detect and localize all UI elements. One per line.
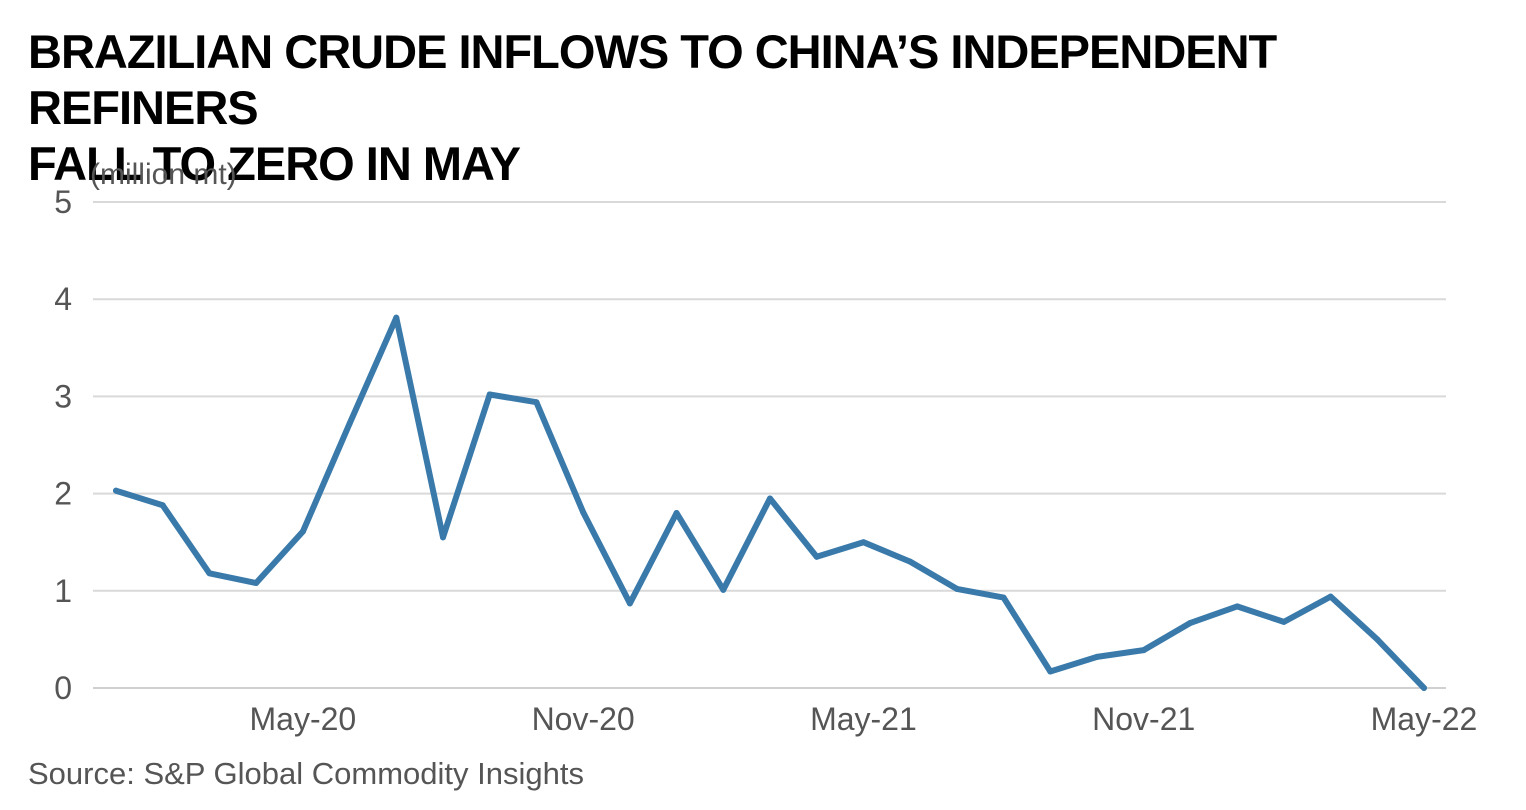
x-tick-label-may-20: May-20 bbox=[250, 701, 357, 737]
data-point-jun-21 bbox=[907, 558, 914, 565]
data-point-may-22 bbox=[1421, 685, 1427, 691]
y-tick-label-0: 0 bbox=[54, 670, 72, 706]
y-tick-label-5: 5 bbox=[54, 184, 72, 220]
y-tick-label-1: 1 bbox=[54, 573, 72, 609]
data-point-apr-20 bbox=[253, 580, 260, 587]
chart-title-line-2: FALL TO ZERO IN MAY bbox=[28, 137, 521, 190]
y-gridlines bbox=[93, 201, 1446, 689]
y-tick-label-3: 3 bbox=[54, 378, 72, 414]
data-point-sep-21 bbox=[1047, 668, 1054, 675]
data-point-mar-21 bbox=[767, 495, 773, 502]
data-point-jul-20 bbox=[393, 314, 400, 321]
data-point-oct-21 bbox=[1094, 653, 1100, 660]
x-tick-label-may-21: May-21 bbox=[810, 701, 917, 737]
data-point-may-20 bbox=[299, 528, 306, 535]
data-point-feb-20 bbox=[159, 502, 166, 509]
chart-title: BRAZILIAN CRUDE INFLOWS TO CHINA’S INDEP… bbox=[28, 24, 1508, 192]
x-tick-label-nov-21: Nov-21 bbox=[1092, 701, 1195, 737]
data-point-nov-21 bbox=[1140, 647, 1147, 654]
data-point-feb-21 bbox=[720, 586, 727, 593]
data-point-nov-20 bbox=[580, 509, 587, 516]
data-point-jan-20 bbox=[113, 487, 119, 494]
source-note: Source: S&P Global Commodity Insights bbox=[28, 756, 584, 791]
data-point-apr-21 bbox=[813, 553, 820, 560]
data-point-dec-20 bbox=[626, 600, 633, 607]
data-point-mar-22 bbox=[1327, 593, 1334, 600]
data-point-sep-20 bbox=[486, 391, 493, 398]
series-line bbox=[113, 314, 1427, 691]
data-point-jan-22 bbox=[1234, 603, 1241, 610]
data-point-aug-21 bbox=[1000, 594, 1007, 601]
chart-title-line-1: BRAZILIAN CRUDE INFLOWS TO CHINA’S INDEP… bbox=[28, 25, 1277, 134]
y-tick-label-4: 4 bbox=[54, 281, 72, 317]
y-tick-labels: 0 1 2 3 4 5 bbox=[54, 184, 72, 706]
data-point-jan-21 bbox=[673, 510, 680, 517]
y-tick-label-2: 2 bbox=[54, 476, 72, 512]
data-point-feb-22 bbox=[1280, 618, 1287, 625]
data-point-jun-20 bbox=[346, 420, 353, 427]
data-point-oct-20 bbox=[533, 399, 540, 406]
data-point-dec-21 bbox=[1187, 619, 1194, 626]
x-tick-labels: May-20 Nov-20 May-21 Nov-21 May-22 bbox=[250, 701, 1478, 737]
data-point-may-21 bbox=[860, 539, 867, 546]
data-point-apr-22 bbox=[1374, 636, 1381, 643]
x-tick-label-nov-20: Nov-20 bbox=[532, 701, 635, 737]
x-tick-label-may-22: May-22 bbox=[1371, 701, 1478, 737]
data-points bbox=[113, 314, 1427, 691]
data-point-jul-21 bbox=[953, 585, 960, 592]
line-chart: (million mt) 0 1 2 3 4 5 May-20 Nov-20 May-21 No… bbox=[54, 158, 1478, 737]
data-point-aug-20 bbox=[440, 534, 446, 541]
y-axis-unit-label: (million mt) bbox=[90, 158, 237, 191]
data-point-mar-20 bbox=[206, 570, 213, 577]
